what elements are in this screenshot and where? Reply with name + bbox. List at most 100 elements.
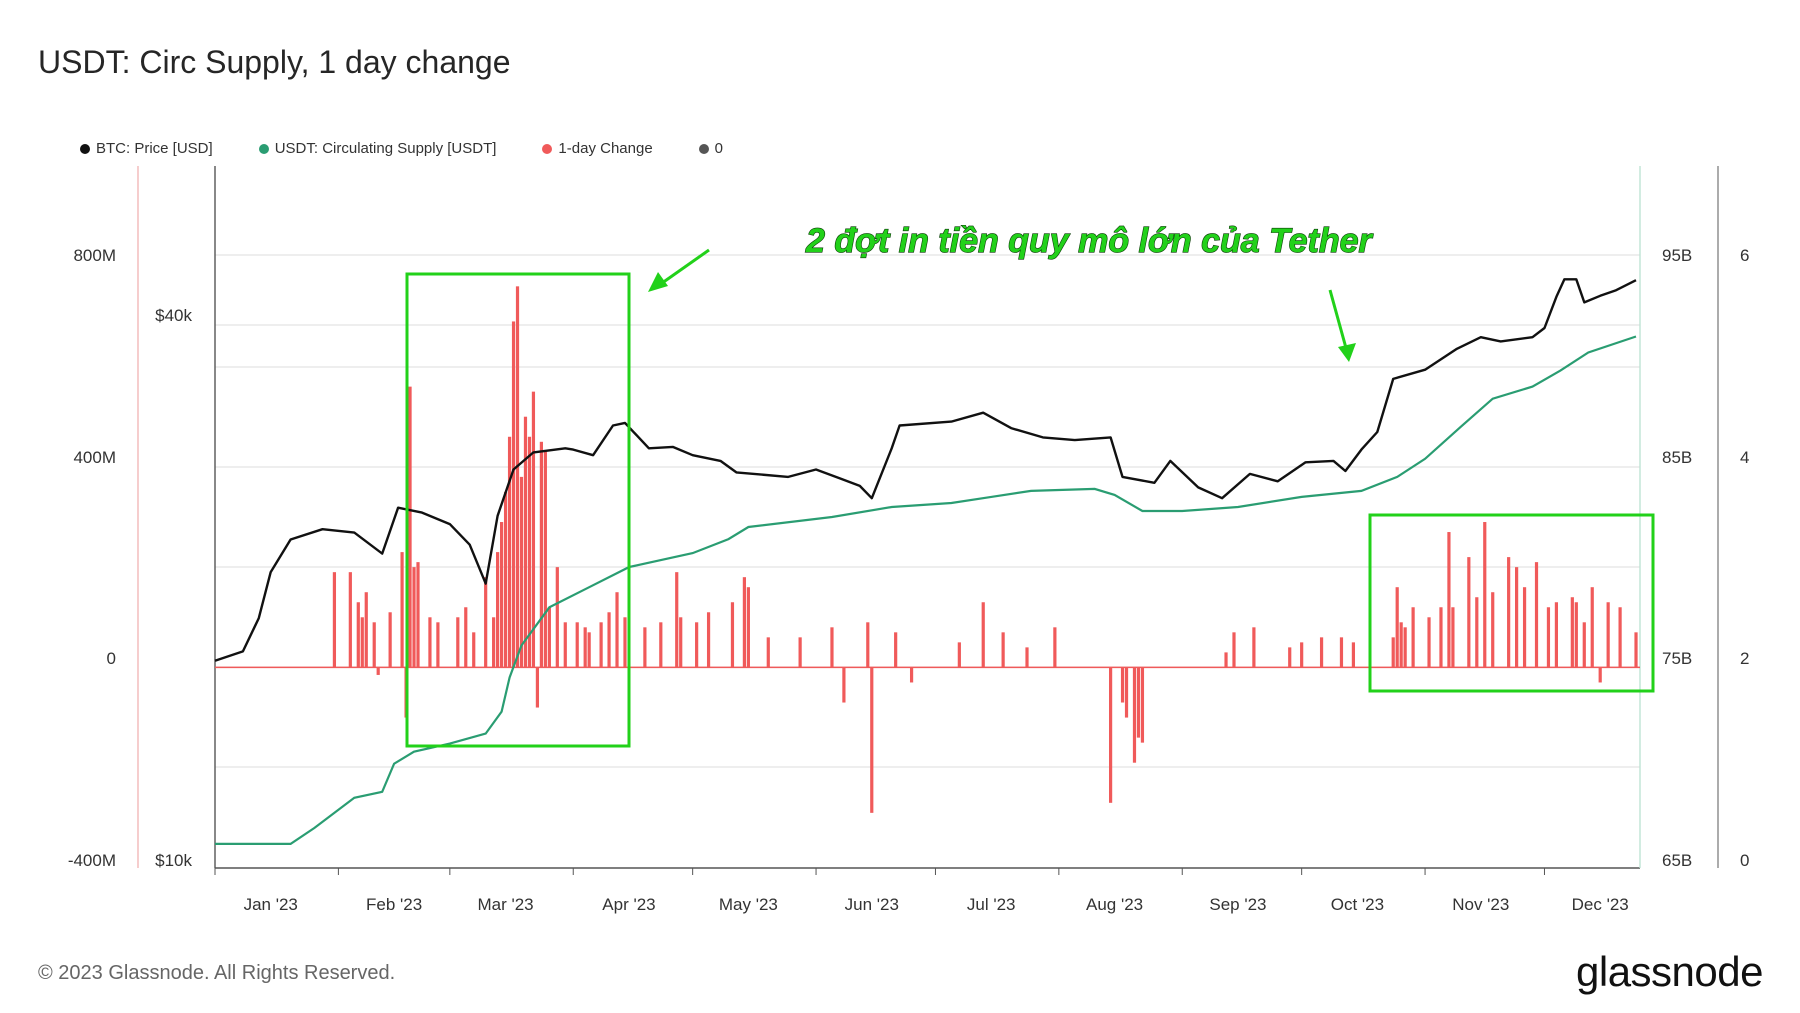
legend-item-btc-price[interactable]: BTC: Price [USD] xyxy=(80,140,213,157)
x-tick-label-0: Jan '23 xyxy=(244,895,298,914)
change-bar-26 xyxy=(519,476,524,668)
change-bar-68 xyxy=(1132,667,1137,763)
legend-item-usdt-supply[interactable]: USDT: Circulating Supply [USDT] xyxy=(258,140,497,157)
price-tick-0: $40k xyxy=(155,306,192,325)
change-bar-19 xyxy=(492,617,496,668)
legend-label-1day-change: 1-day Change xyxy=(558,140,653,157)
price-tick-1: $10k xyxy=(155,851,192,870)
change-bar-54 xyxy=(830,627,834,668)
change-bar-17 xyxy=(472,632,476,668)
supply-tick-1: 85B xyxy=(1662,448,1692,467)
legend-dot-btc-price xyxy=(80,143,90,154)
change-bar-80 xyxy=(1395,587,1399,668)
change-bar-46 xyxy=(679,617,683,668)
change-bar-57 xyxy=(870,667,874,813)
change-bar-11 xyxy=(412,567,416,668)
change-bar-91 xyxy=(1491,592,1495,668)
legend-label-usdt-supply: USDT: Circulating Supply [USDT] xyxy=(274,140,497,157)
change-bar-59 xyxy=(909,667,914,683)
change-bar-73 xyxy=(1252,627,1256,668)
change-bar-70 xyxy=(1140,667,1145,743)
change-bar-51 xyxy=(746,587,750,668)
change-bar-21 xyxy=(499,522,504,668)
change-bar-32 xyxy=(543,451,547,668)
arrow-right-head xyxy=(1338,343,1356,362)
change-bar-102 xyxy=(1598,667,1602,683)
change-bar-35 xyxy=(563,622,567,668)
change-bar-41 xyxy=(615,592,619,668)
change-bar-96 xyxy=(1546,607,1551,668)
change-bar-3 xyxy=(360,617,364,668)
legend-dot-1day-change xyxy=(542,143,553,154)
change-bar-86 xyxy=(1447,532,1451,668)
change-bar-60 xyxy=(957,642,961,668)
change-bar-79 xyxy=(1391,637,1395,668)
right-tick-2: 2 xyxy=(1740,649,1749,668)
change-bar-14 xyxy=(436,622,440,668)
change-bar-66 xyxy=(1120,667,1125,703)
legend-label-btc-price: BTC: Price [USD] xyxy=(96,140,213,157)
change-bar-78 xyxy=(1351,642,1356,668)
change-bar-103 xyxy=(1606,602,1610,668)
change-bar-50 xyxy=(742,577,746,668)
chart-title: USDT: Circ Supply, 1 day change xyxy=(38,44,511,80)
price-line xyxy=(214,278,1637,662)
legend-item-zero[interactable]: 0 xyxy=(698,140,723,157)
right-tick-1: 4 xyxy=(1740,448,1749,467)
change-bar-76 xyxy=(1319,637,1324,668)
change-bar-48 xyxy=(706,612,711,668)
x-tick-label-2: Mar '23 xyxy=(477,895,533,914)
change-bar-30 xyxy=(535,667,540,708)
change-bar-95 xyxy=(1534,562,1539,668)
annotations xyxy=(405,248,1655,748)
change-bar-52 xyxy=(766,637,770,668)
x-tick-label-3: Apr '23 xyxy=(602,895,655,914)
change-bar-2 xyxy=(356,602,360,668)
change-bar-100 xyxy=(1582,622,1586,668)
change-bar-104 xyxy=(1618,607,1622,668)
change-bar-18 xyxy=(484,577,488,668)
arrow-right-shaft xyxy=(1328,289,1348,349)
change-bar-94 xyxy=(1522,587,1527,668)
change-bar-31 xyxy=(539,441,543,668)
change-bar-45 xyxy=(675,572,679,668)
change-bar-49 xyxy=(730,602,735,668)
highlight-box-nov-dec xyxy=(1368,513,1655,693)
change-bar-64 xyxy=(1053,627,1057,668)
change-bar-29 xyxy=(531,391,536,668)
change-bar-13 xyxy=(428,617,432,668)
legend: BTC: Price [USD] USDT: Circulating Suppl… xyxy=(80,140,769,157)
supply-line xyxy=(215,335,1637,845)
change-bar-20 xyxy=(496,552,500,668)
change-bar-42 xyxy=(623,617,627,668)
highlight-box-march xyxy=(405,272,631,748)
change-bar-67 xyxy=(1124,667,1129,718)
change-bar-37 xyxy=(583,627,587,668)
change-bar-23 xyxy=(507,436,512,668)
change-bar-25 xyxy=(515,286,520,668)
change-bar-8 xyxy=(400,552,404,668)
supply-tick-2: 75B xyxy=(1662,649,1692,668)
x-tick-label-9: Oct '23 xyxy=(1331,895,1384,914)
change-bar-75 xyxy=(1300,642,1304,668)
arrow-left-head xyxy=(648,272,668,292)
glassnode-logo: glassnode xyxy=(1576,948,1763,995)
x-tick-label-10: Nov '23 xyxy=(1452,895,1509,914)
grid-lines xyxy=(215,254,1640,768)
axis-lines xyxy=(137,166,1719,869)
change-bar-15 xyxy=(456,617,460,668)
change-bar-33 xyxy=(547,607,551,668)
change-bar-5 xyxy=(372,622,376,668)
change-bar-99 xyxy=(1574,602,1578,668)
legend-item-1day-change[interactable]: 1-day Change xyxy=(542,140,653,157)
change-bar-1 xyxy=(348,572,352,668)
change-bar-62 xyxy=(1001,632,1005,668)
change-bar-58 xyxy=(894,632,898,668)
change-bar-7 xyxy=(388,612,392,668)
change-bar-85 xyxy=(1439,607,1443,668)
change-bar-39 xyxy=(599,622,603,668)
change-bars xyxy=(332,286,1638,813)
annotation-text: 2 đợt in tiền quy mô lớn của Tether xyxy=(805,222,1374,260)
change-bar-47 xyxy=(695,622,699,668)
